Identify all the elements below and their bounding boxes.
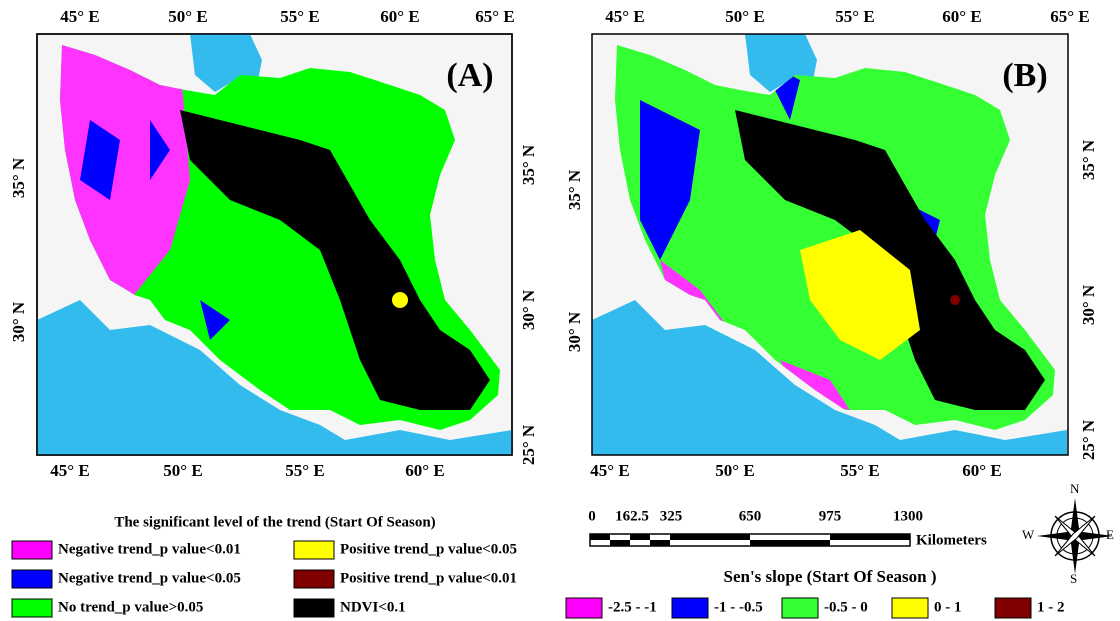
legend-label: -2.5 - -1 — [608, 599, 657, 615]
right-label: 35° N — [1079, 139, 1098, 180]
legend-label: 0 - 1 — [934, 599, 962, 615]
bottom-label: 60° E — [962, 461, 1001, 480]
legend-swatch — [891, 597, 929, 619]
legend-swatch — [11, 569, 53, 589]
bottom-label: 55° E — [285, 461, 324, 480]
bottom-label: 50° E — [715, 461, 754, 480]
right-label: 30° N — [1079, 284, 1098, 325]
legend-label: 1 - 2 — [1037, 599, 1065, 615]
top-label: 55° E — [835, 7, 874, 26]
legend: Negative trend_p value<0.01 Negative tren… — [11, 540, 517, 618]
top-label: 65° E — [475, 7, 514, 26]
top-label: 50° E — [725, 7, 764, 26]
top-label: 60° E — [380, 7, 419, 26]
legend-swatch — [994, 597, 1032, 619]
legend-swatch — [11, 540, 53, 560]
legend-label: No trend_p value>0.05 — [58, 599, 203, 615]
legend-swatch — [671, 597, 709, 619]
left-label: 35° N — [9, 157, 28, 198]
scale-tick: 162.5 — [615, 508, 649, 524]
panel-label: (B) — [1002, 57, 1047, 94]
legend-label: NDVI<0.1 — [340, 599, 406, 615]
legend-swatch — [781, 597, 819, 619]
right-label: 30° N — [519, 289, 538, 330]
legend-swatch — [293, 540, 335, 560]
legend-label: -1 - -0.5 — [714, 599, 763, 615]
legend-swatch — [293, 569, 335, 589]
top-label: 55° E — [280, 7, 319, 26]
legend-swatch — [565, 597, 603, 619]
legend-label: -0.5 - 0 — [824, 599, 868, 615]
legend-swatch — [293, 598, 335, 618]
map-a — [36, 33, 513, 456]
bottom-label: 50° E — [163, 461, 202, 480]
legend-label: Positive trend_p value<0.01 — [340, 570, 517, 586]
legend-title: The significant level of the trend (Star… — [114, 514, 435, 530]
panel-label: (A) — [446, 57, 493, 94]
legend-label: Positive trend_p value<0.05 — [340, 541, 517, 557]
compass-label: S — [1070, 571, 1077, 586]
left-label: 30° N — [565, 311, 584, 352]
compass-label: N — [1070, 481, 1080, 496]
left-label: 30° N — [9, 301, 28, 342]
top-label: 45° E — [605, 7, 644, 26]
legend-label: Negative trend_p value<0.01 — [58, 541, 241, 557]
legend-swatch — [11, 598, 53, 618]
scale-tick: 0 — [588, 508, 596, 524]
top-label: 50° E — [168, 7, 207, 26]
scale-unit: Kilometers — [916, 532, 987, 548]
bottom-label: 45° E — [590, 461, 629, 480]
map-b — [591, 33, 1069, 456]
compass-label: W — [1022, 527, 1035, 542]
legend-label: Negative trend_p value<0.05 — [58, 570, 241, 586]
bottom-label: 55° E — [840, 461, 879, 480]
top-label: 60° E — [942, 7, 981, 26]
right-label: 25° N — [519, 424, 538, 465]
bottom-label: 45° E — [50, 461, 89, 480]
top-label: 65° E — [1050, 7, 1089, 26]
top-label: 45° E — [60, 7, 99, 26]
legend: -2.5 - -1 -1 - -0.5 -0.5 - 0 0 - 1 1 - 2 — [565, 597, 1065, 619]
compass-label: E — [1106, 527, 1114, 542]
right-label: 25° N — [1079, 419, 1098, 460]
bottom-label: 60° E — [405, 461, 444, 480]
scale-tick: 325 — [660, 508, 683, 524]
left-label: 35° N — [565, 169, 584, 210]
scale-tick: 1300 — [893, 508, 923, 524]
scale-tick: 975 — [819, 508, 842, 524]
compass: N W E S — [1022, 481, 1114, 586]
scale-bar: 0 162.5 325 650 975 1300 Kilometers — [588, 508, 987, 548]
right-label: 35° N — [519, 144, 538, 185]
legend-title: Sen's slope (Start Of Season ) — [724, 567, 937, 586]
scale-tick: 650 — [739, 508, 762, 524]
